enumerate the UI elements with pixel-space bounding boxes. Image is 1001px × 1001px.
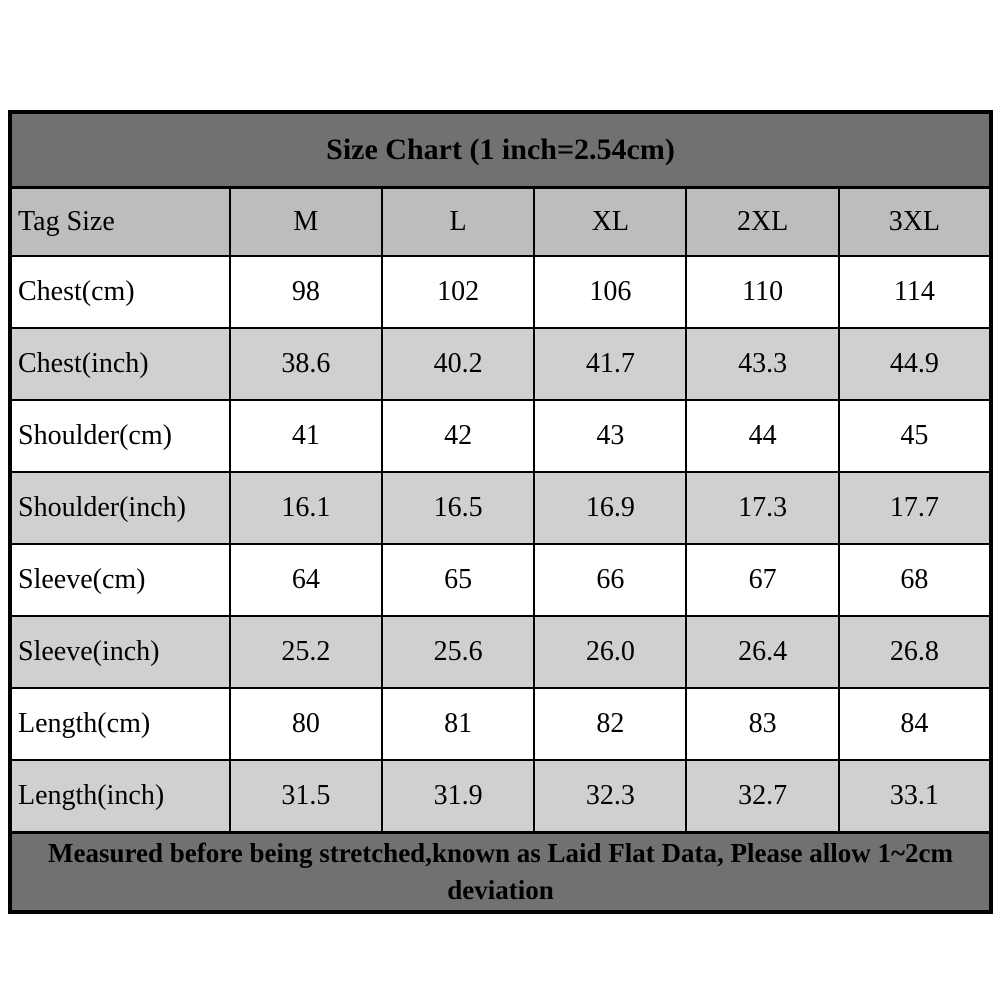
measurement-row-label: Shoulder(cm) (9, 399, 231, 473)
measurement-value: 31.5 (228, 759, 383, 834)
measurement-value: 64 (228, 543, 383, 617)
measurement-value: 65 (380, 543, 536, 617)
size-table-body: Chest(cm) 98 102 106 110 114 Chest(inch) 38.6 40… (9, 255, 993, 834)
measurement-value: 98 (228, 255, 383, 329)
measurement-value: 43.3 (685, 327, 840, 401)
size-chart-table: Size Chart (1 inch=2.54cm) Tag Size M L XL 2… (8, 110, 993, 914)
measurement-value: 82 (533, 687, 688, 761)
measurement-row-label: Length(inch) (9, 759, 231, 834)
measurement-row: Chest(cm) 98 102 106 110 114 (9, 255, 993, 329)
measurement-value: 16.9 (533, 471, 688, 545)
header-cell-tag-size: Tag Size (9, 186, 231, 257)
size-chart-title: Size Chart (1 inch=2.54cm) (9, 111, 992, 189)
measurement-row-label: Sleeve(inch) (9, 615, 231, 689)
header-cell-size: M (228, 186, 383, 257)
measurement-value: 26.4 (685, 615, 840, 689)
measurement-value: 25.6 (380, 615, 536, 689)
header-row: Tag Size M L XL 2XL 3XL (9, 186, 993, 257)
measurement-row: Chest(inch) 38.6 40.2 41.7 43.3 44.9 (9, 327, 993, 401)
measurement-value: 102 (380, 255, 536, 329)
measurement-value: 42 (380, 399, 536, 473)
measurement-disclaimer-note: Measured before being stretched,known as… (9, 831, 992, 913)
measurement-value: 44.9 (837, 327, 993, 401)
measurement-value: 40.2 (380, 327, 536, 401)
measurement-row: Sleeve(inch) 25.2 25.6 26.0 26.4 26.8 (9, 615, 993, 689)
title-row: Size Chart (1 inch=2.54cm) (9, 111, 992, 189)
header-cell-size: 2XL (685, 186, 840, 257)
measurement-row-label: Sleeve(cm) (9, 543, 231, 617)
measurement-value: 114 (837, 255, 993, 329)
measurement-row: Sleeve(cm) 64 65 66 67 68 (9, 543, 993, 617)
measurement-value: 83 (685, 687, 840, 761)
measurement-value: 32.3 (533, 759, 688, 834)
measurement-value: 80 (228, 687, 383, 761)
measurement-row: Shoulder(inch) 16.1 16.5 16.9 17.3 17.7 (9, 471, 993, 545)
measurement-value: 26.0 (533, 615, 688, 689)
measurement-row-label: Shoulder(inch) (9, 471, 231, 545)
measurement-value: 44 (685, 399, 840, 473)
measurement-value: 110 (685, 255, 840, 329)
header-cell-size: L (380, 186, 536, 257)
measurement-row-label: Length(cm) (9, 687, 231, 761)
measurement-row: Shoulder(cm) 41 42 43 44 45 (9, 399, 993, 473)
measurement-value: 31.9 (380, 759, 536, 834)
measurement-value: 67 (685, 543, 840, 617)
measurement-row-label: Chest(inch) (9, 327, 231, 401)
measurement-row: Length(inch) 31.5 31.9 32.3 32.7 33.1 (9, 759, 993, 834)
measurement-value: 38.6 (228, 327, 383, 401)
measurement-value: 106 (533, 255, 688, 329)
footer-row: Measured before being stretched,known as… (9, 831, 992, 913)
measurement-value: 84 (837, 687, 993, 761)
measurement-value: 26.8 (837, 615, 993, 689)
measurement-value: 17.3 (685, 471, 840, 545)
measurement-value: 16.5 (380, 471, 536, 545)
header-cell-size: 3XL (837, 186, 993, 257)
measurement-row-label: Chest(cm) (9, 255, 231, 329)
measurement-value: 81 (380, 687, 536, 761)
measurement-value: 16.1 (228, 471, 383, 545)
measurement-row: Length(cm) 80 81 82 83 84 (9, 687, 993, 761)
measurement-value: 17.7 (837, 471, 993, 545)
measurement-value: 32.7 (685, 759, 840, 834)
measurement-value: 68 (837, 543, 993, 617)
measurement-value: 33.1 (837, 759, 993, 834)
measurement-value: 41 (228, 399, 383, 473)
measurement-value: 41.7 (533, 327, 688, 401)
measurement-value: 66 (533, 543, 688, 617)
header-cell-size: XL (533, 186, 688, 257)
measurement-value: 43 (533, 399, 688, 473)
measurement-value: 45 (837, 399, 993, 473)
measurement-value: 25.2 (228, 615, 383, 689)
